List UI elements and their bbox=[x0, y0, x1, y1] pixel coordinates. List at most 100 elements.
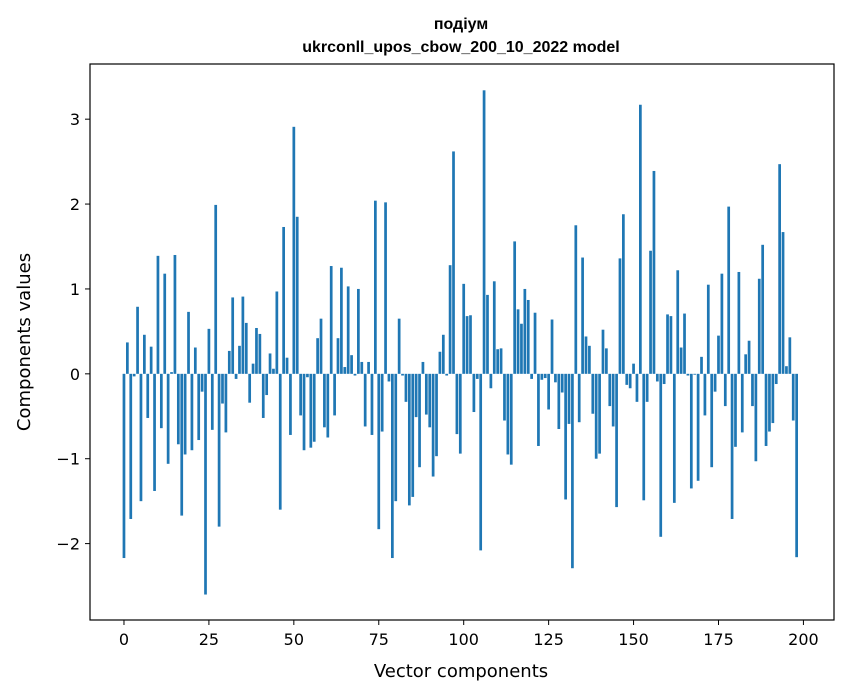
bar bbox=[370, 373, 374, 435]
bar bbox=[645, 373, 649, 402]
bar bbox=[159, 373, 163, 429]
bar bbox=[227, 350, 231, 374]
x-tick-label: 150 bbox=[618, 630, 649, 649]
bar bbox=[740, 373, 744, 433]
bar bbox=[577, 373, 581, 423]
bar bbox=[639, 104, 642, 374]
bar bbox=[268, 353, 272, 374]
bar bbox=[720, 273, 724, 374]
bar bbox=[516, 309, 520, 374]
bar bbox=[689, 373, 693, 489]
bar bbox=[554, 373, 557, 383]
bar bbox=[241, 296, 245, 374]
bar bbox=[734, 373, 737, 447]
bar bbox=[217, 373, 221, 527]
bar bbox=[628, 373, 632, 389]
bar bbox=[533, 312, 537, 374]
bar bbox=[662, 373, 666, 385]
bar bbox=[418, 373, 421, 468]
bar bbox=[411, 373, 415, 497]
bar bbox=[774, 373, 778, 385]
bar bbox=[686, 373, 690, 376]
bar bbox=[530, 373, 533, 379]
bar bbox=[312, 373, 316, 442]
bar bbox=[139, 373, 143, 502]
bar bbox=[601, 329, 605, 374]
bar bbox=[424, 373, 428, 415]
bar bbox=[441, 334, 445, 374]
bar bbox=[149, 346, 153, 374]
bar bbox=[632, 363, 635, 374]
bar bbox=[730, 373, 734, 519]
x-axis-ticks: 0 25 50 75 100 125 150 175 200 bbox=[119, 620, 819, 649]
bar bbox=[143, 334, 146, 374]
bar bbox=[384, 202, 387, 374]
bar bbox=[700, 356, 703, 374]
bar bbox=[299, 373, 302, 416]
bar bbox=[764, 373, 768, 446]
bar bbox=[520, 323, 523, 374]
bar bbox=[238, 345, 241, 374]
bar bbox=[781, 232, 785, 374]
bar bbox=[231, 297, 235, 374]
bar bbox=[672, 373, 676, 503]
bar bbox=[683, 313, 686, 374]
bar bbox=[706, 284, 710, 374]
bar bbox=[509, 373, 513, 465]
bar bbox=[421, 361, 425, 374]
y-tick-label: 1 bbox=[70, 280, 80, 299]
bar bbox=[744, 354, 748, 374]
bar bbox=[397, 318, 401, 374]
bar bbox=[788, 337, 792, 374]
bar bbox=[265, 373, 269, 396]
bar bbox=[676, 270, 680, 374]
bar bbox=[564, 373, 567, 500]
bar bbox=[170, 372, 173, 374]
x-tick-label: 25 bbox=[199, 630, 219, 649]
bar bbox=[761, 244, 765, 374]
bar bbox=[696, 373, 700, 481]
bar bbox=[581, 257, 584, 374]
bar bbox=[757, 278, 761, 374]
bar bbox=[346, 286, 350, 374]
chart-subtitle: ukrconll_upos_cbow_200_10_2022 model bbox=[302, 39, 619, 56]
bar bbox=[357, 288, 360, 374]
bar bbox=[391, 373, 394, 559]
plot-frame bbox=[89, 63, 835, 621]
bar bbox=[594, 373, 598, 459]
bar bbox=[540, 373, 544, 380]
bar bbox=[394, 373, 398, 502]
bar bbox=[282, 226, 285, 374]
bar bbox=[380, 373, 384, 432]
bar bbox=[523, 288, 527, 374]
bar bbox=[768, 373, 771, 432]
x-axis-label: Vector components bbox=[374, 661, 548, 682]
bar bbox=[486, 294, 489, 374]
bar bbox=[717, 335, 720, 374]
bar bbox=[574, 225, 578, 374]
bar bbox=[492, 281, 496, 374]
bar bbox=[224, 373, 228, 433]
bar bbox=[353, 373, 357, 376]
bar bbox=[326, 373, 330, 438]
bar bbox=[737, 271, 741, 374]
bar bbox=[404, 373, 408, 402]
bar bbox=[543, 373, 547, 379]
bar bbox=[452, 151, 455, 374]
bar bbox=[635, 373, 639, 402]
bar bbox=[615, 373, 618, 508]
bar bbox=[407, 373, 411, 506]
bar bbox=[747, 340, 751, 374]
bar bbox=[479, 373, 483, 551]
bar bbox=[183, 373, 187, 455]
bar bbox=[506, 373, 510, 455]
bar bbox=[584, 336, 588, 374]
bar bbox=[316, 338, 319, 374]
bar bbox=[791, 373, 795, 421]
bar bbox=[751, 373, 754, 407]
bar bbox=[679, 347, 683, 374]
bar bbox=[710, 373, 714, 468]
bar bbox=[275, 291, 279, 374]
bar bbox=[666, 314, 669, 374]
